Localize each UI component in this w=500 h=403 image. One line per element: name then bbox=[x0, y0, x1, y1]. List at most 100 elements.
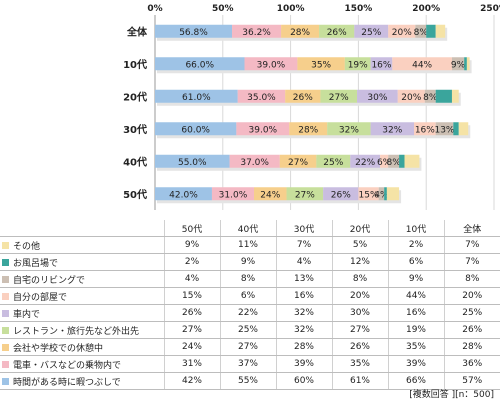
table-cell: 28% bbox=[275, 338, 332, 356]
column-header: 20代 bbox=[331, 220, 388, 237]
bar-segment bbox=[466, 57, 470, 71]
table-cell: 39% bbox=[387, 355, 444, 373]
data-label: 19% bbox=[348, 60, 368, 70]
row-label-text: 電車・バスなどの乗物内で bbox=[13, 360, 122, 371]
data-label: 55.0% bbox=[178, 158, 207, 168]
bar-segment bbox=[286, 187, 324, 201]
table-cell: 28% bbox=[443, 338, 500, 356]
table-cell: 5% bbox=[331, 236, 388, 254]
table-cell: 6% bbox=[387, 253, 444, 271]
data-label: 27% bbox=[288, 158, 308, 168]
table-row: 自分の部屋で 15% 6% 16% 20% 44% 20% bbox=[0, 287, 500, 305]
bar-segment bbox=[316, 154, 351, 168]
bar-segment bbox=[384, 187, 387, 201]
table-cell: 7% bbox=[275, 236, 332, 254]
data-label: 15% bbox=[359, 190, 379, 200]
bar-segment bbox=[155, 187, 212, 201]
data-label: 32% bbox=[382, 125, 402, 135]
table-cell: 11% bbox=[219, 236, 276, 254]
table-row: お風呂場で 2% 9% 4% 12% 6% 7% bbox=[0, 253, 500, 271]
bar-segment bbox=[229, 154, 280, 168]
bar-segment bbox=[357, 89, 398, 103]
data-label: 26% bbox=[331, 190, 351, 200]
row-label-text: 自分の部屋で bbox=[13, 292, 68, 303]
bar-segment bbox=[435, 89, 452, 103]
data-label: 36.2% bbox=[242, 28, 271, 38]
legend-swatch bbox=[2, 258, 9, 266]
row-label: 自宅のリビングで bbox=[0, 270, 164, 288]
legend-swatch bbox=[2, 377, 9, 385]
bar-segment bbox=[399, 154, 405, 168]
table-cell: 39% bbox=[275, 355, 332, 373]
data-label: 56.8% bbox=[179, 28, 208, 38]
data-label: 8% bbox=[423, 93, 438, 103]
bar-segment bbox=[388, 154, 400, 168]
row-label-text: 時間がある時に暇つぶしで bbox=[13, 377, 121, 388]
table-row: 時間がある時に暇つぶしで 42% 55% 60% 61% 66% 57% bbox=[0, 372, 500, 390]
table-cell: 27% bbox=[219, 338, 276, 356]
table-row: 自宅のリビングで 4% 8% 13% 8% 9% 8% bbox=[0, 270, 500, 288]
table-cell: 35% bbox=[387, 338, 444, 356]
data-label: 4% bbox=[374, 190, 389, 200]
bar-segment bbox=[155, 57, 245, 71]
row-label-text: 車内で bbox=[13, 309, 41, 320]
data-label: 37.0% bbox=[240, 158, 269, 168]
table-cell: 30% bbox=[331, 304, 388, 322]
row-label-text: その他 bbox=[13, 241, 41, 252]
bar-segment bbox=[244, 57, 298, 71]
x-tick-label: 0% bbox=[147, 4, 162, 14]
table-row: 電車・バスなどの乗物内で 31% 37% 39% 35% 39% 36% bbox=[0, 355, 500, 373]
category-label: 全体 bbox=[126, 25, 148, 38]
data-label: 26% bbox=[327, 28, 347, 38]
data-label: 20% bbox=[401, 93, 421, 103]
table-cell: 22% bbox=[219, 304, 276, 322]
table-cell: 37% bbox=[219, 355, 276, 373]
stacked-bar-chart: 0% 50% 100% 150% 200% 250% 全体 56.8% 36.2% 28% 26% 2… bbox=[123, 4, 500, 210]
data-label: 8% bbox=[414, 28, 429, 38]
table-cell: 26% bbox=[443, 321, 500, 339]
x-tick-label: 250% bbox=[480, 4, 500, 14]
data-label: 61.0% bbox=[182, 93, 211, 103]
bar-segment bbox=[320, 89, 358, 103]
bar-segment bbox=[285, 89, 321, 103]
data-label: 16% bbox=[415, 125, 435, 135]
table-cell: 35% bbox=[331, 355, 388, 373]
legend-swatch bbox=[2, 343, 9, 351]
x-tick-label: 200% bbox=[412, 4, 440, 14]
data-label: 13% bbox=[434, 125, 454, 135]
data-label: 28% bbox=[290, 28, 310, 38]
row-label: お風呂場で bbox=[0, 253, 164, 271]
bar-segment bbox=[319, 24, 355, 38]
table-cell: 16% bbox=[387, 304, 444, 322]
bar-segment bbox=[354, 24, 389, 38]
bar-segment bbox=[350, 154, 381, 168]
data-label: 25% bbox=[361, 28, 381, 38]
table-cell: 24% bbox=[163, 338, 220, 356]
table-cell: 4% bbox=[163, 270, 220, 288]
bar-segment bbox=[453, 122, 459, 136]
table-cell: 57% bbox=[443, 372, 500, 390]
data-label: 39.0% bbox=[249, 125, 278, 135]
data-label: 30% bbox=[367, 93, 387, 103]
table-cell: 27% bbox=[331, 321, 388, 339]
column-header: 50代 bbox=[163, 220, 220, 237]
bar-segment bbox=[155, 122, 237, 136]
row-label: その他 bbox=[0, 236, 164, 254]
table-cell: 26% bbox=[163, 304, 220, 322]
table-cell: 61% bbox=[331, 372, 388, 390]
bar-segment bbox=[281, 24, 320, 38]
data-label: 39.0% bbox=[257, 60, 286, 70]
legend-swatch bbox=[2, 309, 9, 317]
legend-swatch bbox=[2, 275, 9, 283]
data-label: 6% bbox=[377, 158, 392, 168]
bar-segment bbox=[155, 154, 230, 168]
bar-segment bbox=[451, 57, 465, 71]
legend-swatch bbox=[2, 360, 9, 368]
row-label: 会社や学校での休憩中 bbox=[0, 338, 164, 356]
table-row: 会社や学校での休憩中 24% 27% 28% 26% 35% 28% bbox=[0, 338, 500, 356]
category-label: 50代 bbox=[123, 188, 147, 201]
bar-segment bbox=[297, 57, 345, 71]
category-label: 20代 bbox=[123, 90, 147, 103]
row-label-text: レストラン・旅行先など外出先 bbox=[13, 326, 140, 337]
table-cell: 8% bbox=[443, 270, 500, 288]
